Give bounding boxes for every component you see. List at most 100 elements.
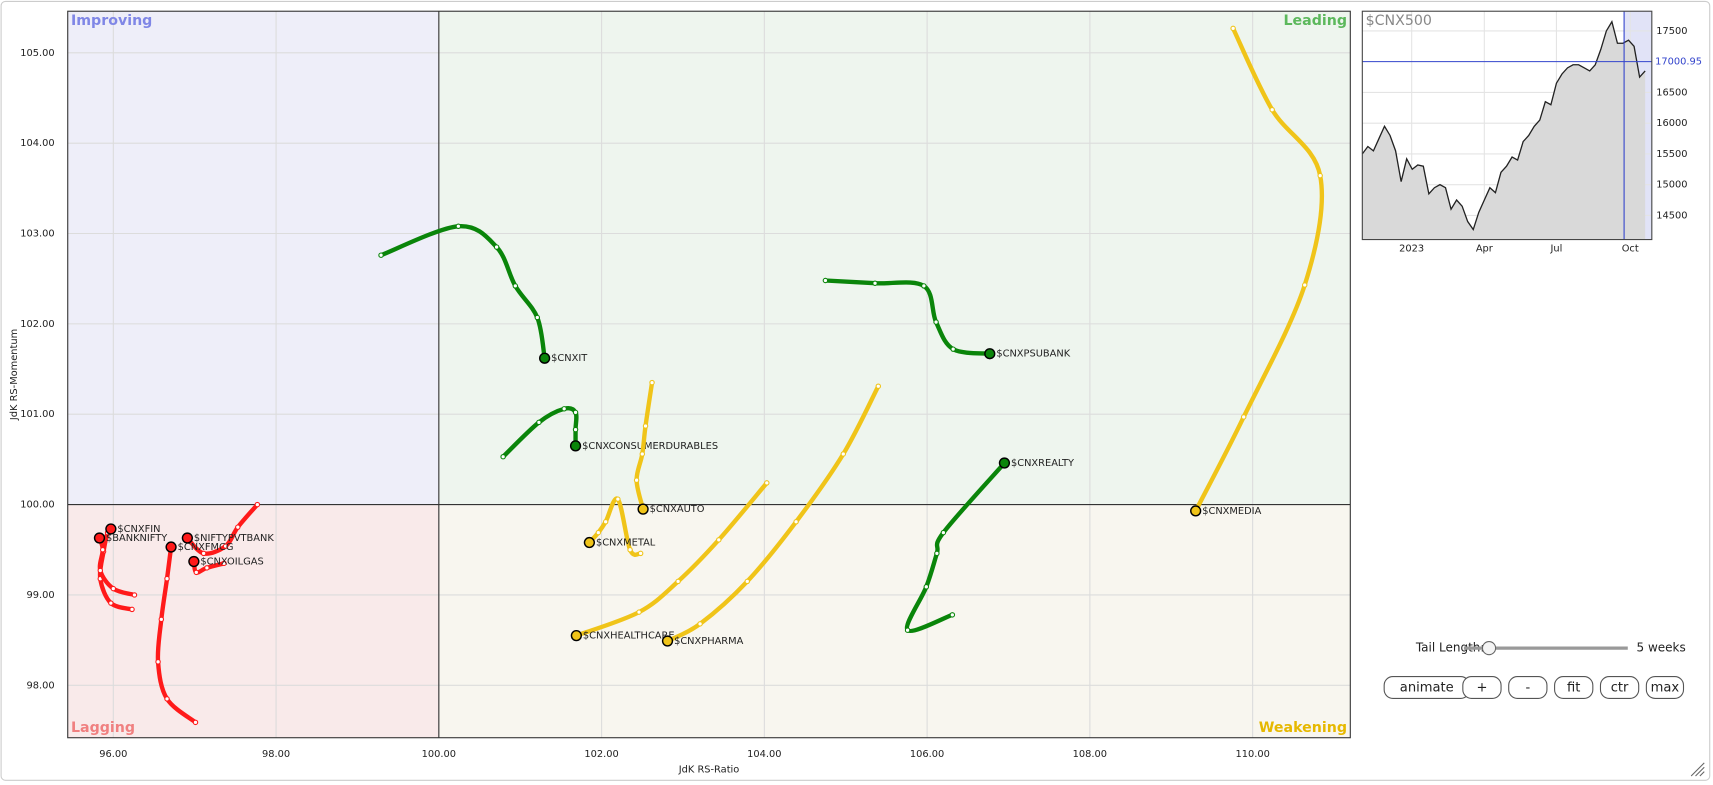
- tail-point: [744, 578, 750, 585]
- tail: [823, 278, 992, 356]
- quadrant-label: Improving: [71, 13, 152, 29]
- tail-point: [940, 529, 947, 536]
- tail-value: 5 weeks: [1637, 641, 1686, 655]
- tail-point: [602, 519, 609, 525]
- tail-point: [949, 612, 956, 618]
- tail-point: [155, 659, 161, 665]
- x-tick-label: Jul: [1549, 243, 1562, 254]
- tail-point: [500, 453, 506, 460]
- y-tick-label: 16000: [1656, 118, 1687, 129]
- y-tick-label: 100.00: [20, 500, 54, 511]
- x-tick-label: Oct: [1622, 243, 1639, 254]
- button-label[interactable]: -: [1525, 681, 1530, 696]
- head-point[interactable]: [181, 532, 193, 544]
- x-tick-label: 98.00: [262, 749, 290, 760]
- tail-point: [649, 379, 655, 386]
- tail-point: [235, 524, 241, 530]
- x-tick-label: 100.00: [422, 749, 456, 760]
- head-point[interactable]: [984, 348, 996, 360]
- head-point[interactable]: [998, 457, 1011, 469]
- button[interactable]: fit: [1554, 675, 1594, 699]
- x-tick-label: 104.00: [747, 749, 781, 760]
- head-point[interactable]: [637, 503, 649, 515]
- series-label: $CNXPHARMA: [674, 636, 744, 647]
- tail-point: [615, 496, 621, 502]
- y-tick-label: 15500: [1656, 149, 1687, 160]
- tail-point: [110, 585, 117, 592]
- tail-point: [129, 606, 135, 613]
- tail-point: [875, 383, 882, 389]
- series-label: $NIFTYPVTBANK: [194, 533, 274, 544]
- tail-point: [642, 423, 649, 429]
- series-label: $CNXOILGAS: [200, 557, 263, 568]
- head-point[interactable]: [539, 352, 551, 364]
- button-box[interactable]: [1599, 675, 1640, 699]
- tail-point: [637, 550, 644, 557]
- button[interactable]: max: [1645, 675, 1685, 699]
- tail-point: [158, 616, 165, 623]
- series-label: $CNXFIN: [117, 524, 160, 535]
- plot-border: [67, 10, 1351, 739]
- button-box[interactable]: [1508, 675, 1548, 699]
- quadrant: [67, 11, 439, 505]
- head-point[interactable]: [661, 635, 674, 647]
- button[interactable]: ctr: [1599, 675, 1640, 699]
- button-box[interactable]: [1462, 675, 1502, 699]
- head-point[interactable]: [105, 523, 117, 535]
- tail-point: [200, 550, 207, 557]
- series-label: $CNXAUTO: [650, 504, 705, 515]
- button[interactable]: animate: [1383, 675, 1470, 699]
- button-box[interactable]: [1554, 675, 1594, 699]
- x-tick-label: 108.00: [1073, 749, 1107, 760]
- tail-point: [793, 519, 799, 525]
- tail-point: [572, 426, 579, 433]
- head-point[interactable]: [570, 629, 582, 642]
- tail-point: [572, 409, 579, 416]
- quadrant-label: Lagging: [71, 720, 135, 736]
- button-label[interactable]: fit: [1567, 681, 1580, 696]
- tail-point: [921, 283, 927, 289]
- slider-knob[interactable]: [1481, 641, 1497, 656]
- tail-point: [933, 319, 939, 325]
- tail-point: [1230, 25, 1236, 32]
- y-tick-label: 102.00: [20, 319, 54, 330]
- tail-point: [627, 547, 633, 553]
- button[interactable]: +: [1462, 675, 1502, 699]
- tail-point: [840, 451, 847, 457]
- quadrant-label: Weakening: [1259, 720, 1347, 736]
- tail-point: [536, 419, 542, 426]
- tail-point: [923, 584, 930, 590]
- tail-point: [193, 569, 200, 576]
- quadrant-label: Leading: [1284, 13, 1348, 29]
- tail-point: [595, 529, 602, 536]
- button-label[interactable]: animate: [1400, 681, 1454, 696]
- quadrant: [438, 504, 1351, 738]
- tail-point: [904, 627, 911, 633]
- tail-point: [254, 501, 261, 508]
- reference-label: 17000.95: [1655, 57, 1702, 68]
- head-point[interactable]: [93, 532, 106, 544]
- tail-point: [455, 223, 462, 230]
- x-tick-label: 2023: [1399, 243, 1424, 254]
- series-label: $CNXIT: [551, 353, 588, 364]
- tail-point: [1269, 106, 1275, 113]
- tail-point: [378, 252, 384, 258]
- button[interactable]: -: [1508, 675, 1548, 699]
- tail: [155, 544, 198, 725]
- button-label[interactable]: ctr: [1611, 681, 1629, 696]
- head-point[interactable]: [583, 536, 596, 549]
- inset-title: $CNX500: [1366, 13, 1432, 29]
- series-label: $BANKNIFTY: [106, 533, 168, 544]
- head-point[interactable]: [165, 541, 177, 553]
- tail-point: [716, 537, 722, 543]
- head-point[interactable]: [188, 555, 200, 568]
- y-tick-label: 103.00: [20, 229, 54, 240]
- button-box[interactable]: [1645, 675, 1685, 699]
- head-point[interactable]: [1190, 505, 1202, 517]
- head-point[interactable]: [569, 440, 582, 452]
- x-tick-label: 102.00: [584, 749, 618, 760]
- button-label[interactable]: +: [1476, 681, 1487, 696]
- tail-point: [164, 696, 170, 702]
- button-label[interactable]: max: [1651, 681, 1680, 696]
